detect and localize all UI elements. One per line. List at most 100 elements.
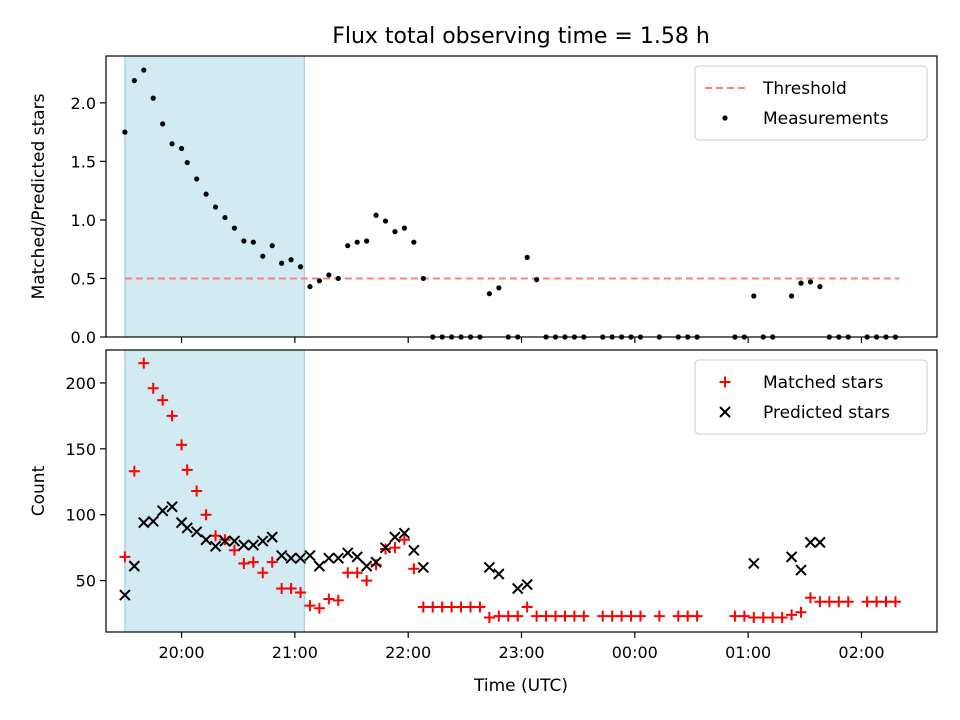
x-axis-label: Time (UTC) <box>473 676 568 696</box>
matched-star-point <box>871 596 883 608</box>
predicted-star-point <box>219 535 231 547</box>
matched-star-point <box>578 610 590 622</box>
predicted-star-point <box>398 527 411 539</box>
y-tick-label: 1.5 <box>71 152 96 171</box>
legend-swatch-predicted <box>719 406 731 418</box>
matched-star-point <box>332 594 344 606</box>
matched-star-point <box>738 610 750 622</box>
legend-swatch-measurements <box>722 115 728 121</box>
measurement-point <box>288 257 294 263</box>
measurement-point <box>269 243 275 249</box>
measurement-point <box>279 260 285 266</box>
y-tick-label: 100 <box>65 506 96 525</box>
matched-star-point <box>200 509 212 521</box>
y-axis-label: Count <box>29 465 49 516</box>
measurement-point <box>250 239 256 245</box>
x-tick-label: 20:00 <box>158 643 204 662</box>
measurement-point <box>178 145 185 152</box>
matched-star-point <box>119 551 131 563</box>
measurement-point <box>364 238 370 244</box>
matched-star-point <box>691 610 703 622</box>
predicted-star-point <box>408 544 420 557</box>
predicted-star-point <box>166 501 178 513</box>
matched-star-point <box>210 530 222 542</box>
measurement-point <box>212 204 219 210</box>
matched-star-point <box>786 609 798 621</box>
matched-star-point <box>342 567 354 579</box>
predicted-star-point <box>238 539 250 551</box>
predicted-star-point <box>351 551 363 563</box>
legend-label: Matched stars <box>763 373 883 393</box>
matched-star-point <box>833 596 845 608</box>
top-subplot: 0.0 0.5 1.0 1.5 2.0 Matched/Predicted stars Th… <box>29 55 938 347</box>
matched-star-point <box>653 610 665 622</box>
measurement-point <box>222 214 228 221</box>
predicted-star-point <box>804 536 817 549</box>
predicted-star-point <box>247 539 260 551</box>
matched-star-point <box>408 563 420 575</box>
observing-span-shade <box>124 55 305 338</box>
matched-star-point <box>634 610 646 622</box>
legend: Matched stars Predicted stars <box>694 359 928 435</box>
matched-star-point <box>804 592 816 604</box>
measurement-point <box>392 229 398 235</box>
measurement-point <box>382 218 389 224</box>
measurement-point <box>798 280 804 286</box>
matched-star-point <box>427 601 439 613</box>
measurement-point <box>496 285 502 291</box>
series-0 <box>119 357 901 624</box>
matched-star-point <box>559 610 571 622</box>
x-tick-label: 00:00 <box>612 643 658 662</box>
predicted-star-point <box>190 526 203 538</box>
measurement-point <box>807 279 814 285</box>
matched-star-point <box>549 610 561 622</box>
measurement-point <box>534 277 540 283</box>
matched-star-point <box>446 601 458 613</box>
predicted-star-point <box>814 536 826 549</box>
predicted-star-point <box>228 535 241 547</box>
predicted-star-point <box>147 515 159 528</box>
predicted-star-point <box>493 568 505 580</box>
matched-star-point <box>417 601 429 613</box>
measurement-point <box>817 284 823 290</box>
y-tick-label: 2.0 <box>71 94 96 113</box>
predicted-star-point <box>266 531 278 543</box>
predicted-star-point <box>119 589 131 601</box>
matched-star-point <box>351 567 363 579</box>
matched-star-point <box>474 601 486 613</box>
predicted-star-point <box>483 561 496 574</box>
y-tick-label: 0.0 <box>71 328 96 347</box>
matched-star-point <box>889 596 901 608</box>
predicted-star-point <box>785 551 798 563</box>
legend-box <box>694 65 928 141</box>
measurement-point <box>184 159 190 166</box>
matched-star-point <box>176 439 188 451</box>
measurement-point <box>160 121 166 127</box>
figure-title: Flux total observing time = 1.58 h <box>332 24 710 49</box>
predicted-star-point <box>128 560 141 572</box>
measurement-point <box>150 95 156 101</box>
predicted-star-point <box>332 552 345 564</box>
predicted-star-point <box>304 549 316 562</box>
measurement-point <box>751 293 757 299</box>
y-axis-label: Matched/Predicted stars <box>29 93 49 299</box>
predicted-star-point <box>379 541 392 554</box>
legend-label: Threshold <box>762 79 847 99</box>
matched-star-point <box>795 606 807 618</box>
measurement-point <box>345 243 351 249</box>
matched-star-point <box>748 612 760 624</box>
matched-star-point <box>512 610 524 622</box>
predicted-star-point <box>795 564 807 576</box>
y-tick-label: 50 <box>76 572 96 591</box>
matched-star-point <box>502 610 514 622</box>
x-tick-label: 23:00 <box>498 643 544 662</box>
predicted-star-point <box>313 560 326 572</box>
measurement-point <box>373 212 379 218</box>
matched-star-point <box>157 394 169 406</box>
legend: Threshold Measurements <box>694 65 928 141</box>
x-tick-label: 22:00 <box>385 643 431 662</box>
predicted-star-point <box>323 552 335 564</box>
measurement-point <box>231 225 238 231</box>
predicted-star-point <box>138 516 150 529</box>
